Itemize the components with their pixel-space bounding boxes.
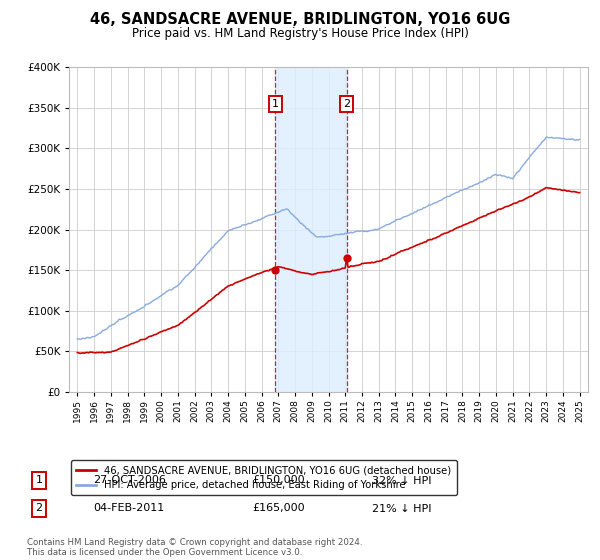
Text: 1: 1: [272, 99, 279, 109]
Text: 1: 1: [35, 475, 43, 486]
Legend: 46, SANDSACRE AVENUE, BRIDLINGTON, YO16 6UG (detached house), HPI: Average price: 46, SANDSACRE AVENUE, BRIDLINGTON, YO16 …: [71, 460, 457, 496]
Bar: [275, 67, 347, 392]
Text: £150,000: £150,000: [252, 475, 305, 486]
Text: Price paid vs. HM Land Registry's House Price Index (HPI): Price paid vs. HM Land Registry's House …: [131, 27, 469, 40]
Text: 21% ↓ HPI: 21% ↓ HPI: [372, 503, 431, 514]
Text: Contains HM Land Registry data © Crown copyright and database right 2024.
This d: Contains HM Land Registry data © Crown c…: [27, 538, 362, 557]
Text: 46, SANDSACRE AVENUE, BRIDLINGTON, YO16 6UG: 46, SANDSACRE AVENUE, BRIDLINGTON, YO16 …: [90, 12, 510, 27]
Text: £165,000: £165,000: [252, 503, 305, 514]
Text: 27-OCT-2006: 27-OCT-2006: [93, 475, 166, 486]
Text: 04-FEB-2011: 04-FEB-2011: [93, 503, 164, 514]
Text: 2: 2: [343, 99, 350, 109]
Text: 32% ↓ HPI: 32% ↓ HPI: [372, 475, 431, 486]
Text: 2: 2: [35, 503, 43, 514]
